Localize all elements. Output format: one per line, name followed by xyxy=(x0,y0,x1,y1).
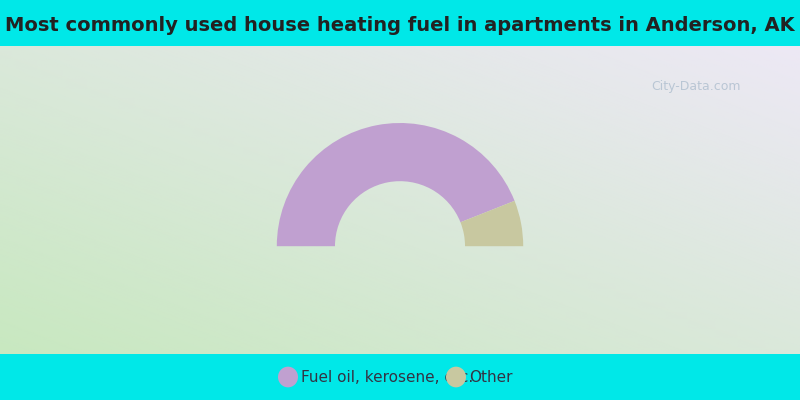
Text: Other: Other xyxy=(469,370,512,384)
Wedge shape xyxy=(277,123,514,246)
Ellipse shape xyxy=(278,367,298,387)
Wedge shape xyxy=(461,201,523,246)
Ellipse shape xyxy=(446,367,466,387)
Text: Most commonly used house heating fuel in apartments in Anderson, AK: Most commonly used house heating fuel in… xyxy=(5,16,795,35)
Text: Fuel oil, kerosene, etc.: Fuel oil, kerosene, etc. xyxy=(301,370,473,384)
Text: City-Data.com: City-Data.com xyxy=(651,80,741,92)
